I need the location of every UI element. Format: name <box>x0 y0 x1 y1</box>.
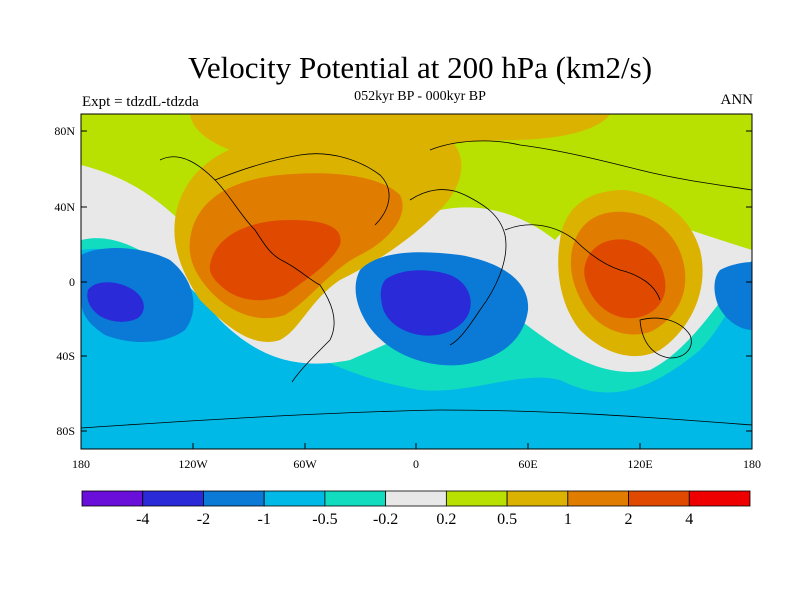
red-orange-core-west <box>209 220 341 301</box>
lat-tick-marks <box>81 130 752 432</box>
red-orange-core-east <box>584 239 666 319</box>
lat-tick-label: 80S <box>56 424 75 438</box>
experiment-label: Expt = tdzdL-tdzda <box>82 94 199 110</box>
colorbar-label: 0.2 <box>436 511 456 528</box>
lon-tick-marks <box>80 443 753 449</box>
colorbar-label: 4 <box>685 511 693 528</box>
lon-tick-label: 180 <box>72 457 90 471</box>
colorbar-label: 1 <box>564 511 572 528</box>
lat-tick-label: 40N <box>54 200 75 214</box>
arctic-orange-patch <box>190 114 610 156</box>
colorbar-swatch <box>324 490 387 507</box>
colorbar-swatch <box>688 490 751 507</box>
lat-tick-label: 80N <box>54 124 75 138</box>
lon-tick-label: 0 <box>413 457 419 471</box>
north-america-coast <box>159 156 321 286</box>
season-label: ANN <box>720 92 754 108</box>
map-subtitle: 052kyr BP - 000kyr BP <box>354 89 486 104</box>
colorbar: -4 -2 -1 -0.5 -0.2 0.2 0.5 1 2 4 <box>81 490 751 528</box>
colorbar-label: 0.5 <box>497 511 517 528</box>
colorbar-swatch <box>142 490 204 507</box>
blue-lobe-east-edge <box>714 262 752 330</box>
colorbar-swatch <box>445 490 508 507</box>
colorbar-swatch <box>506 490 569 507</box>
australia-coast <box>639 317 692 359</box>
colorbar-label: 2 <box>625 511 633 528</box>
asia-coast <box>504 224 661 301</box>
eurasia-north-coast <box>429 140 752 191</box>
lon-tick-label: 180 <box>743 457 761 471</box>
colorbar-swatch <box>567 490 629 507</box>
colorbar-swatch <box>263 490 326 507</box>
colorbar-label: -1 <box>258 511 271 528</box>
contour-field <box>81 114 752 449</box>
lon-tick-label: 60W <box>293 457 317 471</box>
lon-tick-label: 120W <box>178 457 208 471</box>
lat-tick-label: 40S <box>56 349 75 363</box>
lon-tick-label: 60E <box>518 457 537 471</box>
dark-blue-core-africa <box>380 270 471 336</box>
lon-tick-label: 120E <box>627 457 652 471</box>
colorbar-label: -0.5 <box>312 511 337 528</box>
europe-africa-coast <box>409 189 507 346</box>
colorbar-swatch <box>203 490 265 507</box>
colorbar-label: -2 <box>197 511 210 528</box>
map-title: Velocity Potential at 200 hPa (km2/s) <box>187 50 653 85</box>
coastlines <box>81 140 752 429</box>
antarctica-coast <box>81 409 752 429</box>
colorbar-swatch <box>385 490 447 507</box>
lat-tick-label: 0 <box>69 275 75 289</box>
colorbar-label: -4 <box>136 511 149 528</box>
antarctic-band <box>81 403 752 449</box>
south-america-coast <box>291 284 335 383</box>
dark-blue-core-pacific <box>87 282 144 322</box>
colorbar-swatch <box>81 490 144 507</box>
colorbar-label: -0.2 <box>373 511 398 528</box>
north-america-north-coast <box>214 153 390 226</box>
colorbar-swatch <box>628 490 690 507</box>
